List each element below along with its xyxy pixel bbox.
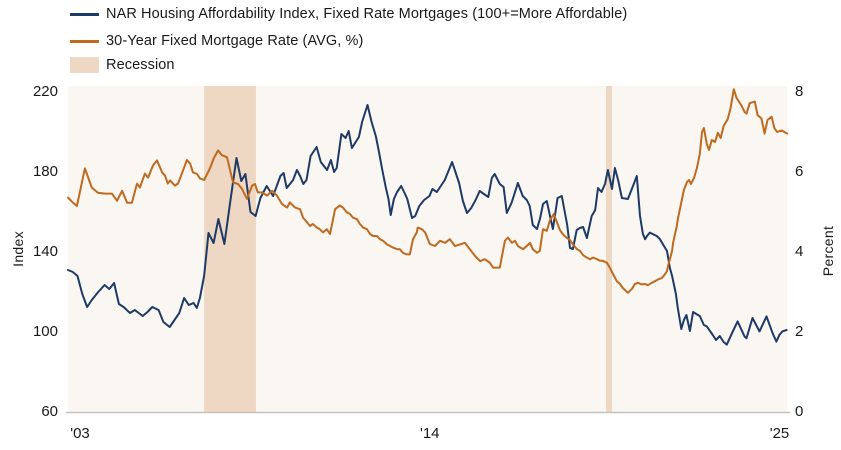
right-axis-tick: 2 — [795, 323, 804, 340]
legend-label: Recession — [106, 57, 175, 73]
right-axis-tick: 8 — [795, 83, 804, 100]
legend-label: NAR Housing Affordability Index, Fixed R… — [106, 6, 628, 22]
legend-item-affordability-index: NAR Housing Affordability Index, Fixed R… — [70, 6, 627, 22]
right-axis-tick: 4 — [795, 243, 804, 260]
x-axis-tick: '25 — [769, 425, 790, 442]
x-axis-tick: '03 — [70, 425, 90, 442]
left-axis-tick: 140 — [32, 243, 58, 260]
x-axis-tick: '14 — [419, 425, 440, 442]
recession-bands — [204, 86, 613, 412]
legend-label: 30-Year Fixed Mortgage Rate (AVG, %) — [106, 33, 364, 49]
mortgage-rate-line — [67, 88, 789, 294]
left-axis-tick: 220 — [32, 83, 58, 100]
right-axis-tick: 0 — [795, 403, 804, 420]
recession-band — [204, 86, 256, 412]
left-axis-tick: 100 — [32, 323, 58, 340]
left-axis-tick: 60 — [41, 403, 58, 420]
right-axis-tick: 6 — [795, 163, 804, 180]
plot-background — [68, 86, 788, 412]
affordability-index-line — [67, 104, 788, 346]
recession-band — [605, 86, 613, 412]
recession-swatch — [70, 57, 99, 73]
orange-line-swatch — [70, 39, 99, 43]
navy-line-swatch — [70, 12, 99, 16]
left-axis-tick: 180 — [32, 163, 58, 180]
series-lines — [67, 88, 789, 346]
legend-item-recession: Recession — [70, 57, 175, 73]
legend-item-mortgage-rate: 30-Year Fixed Mortgage Rate (AVG, %) — [70, 33, 363, 49]
